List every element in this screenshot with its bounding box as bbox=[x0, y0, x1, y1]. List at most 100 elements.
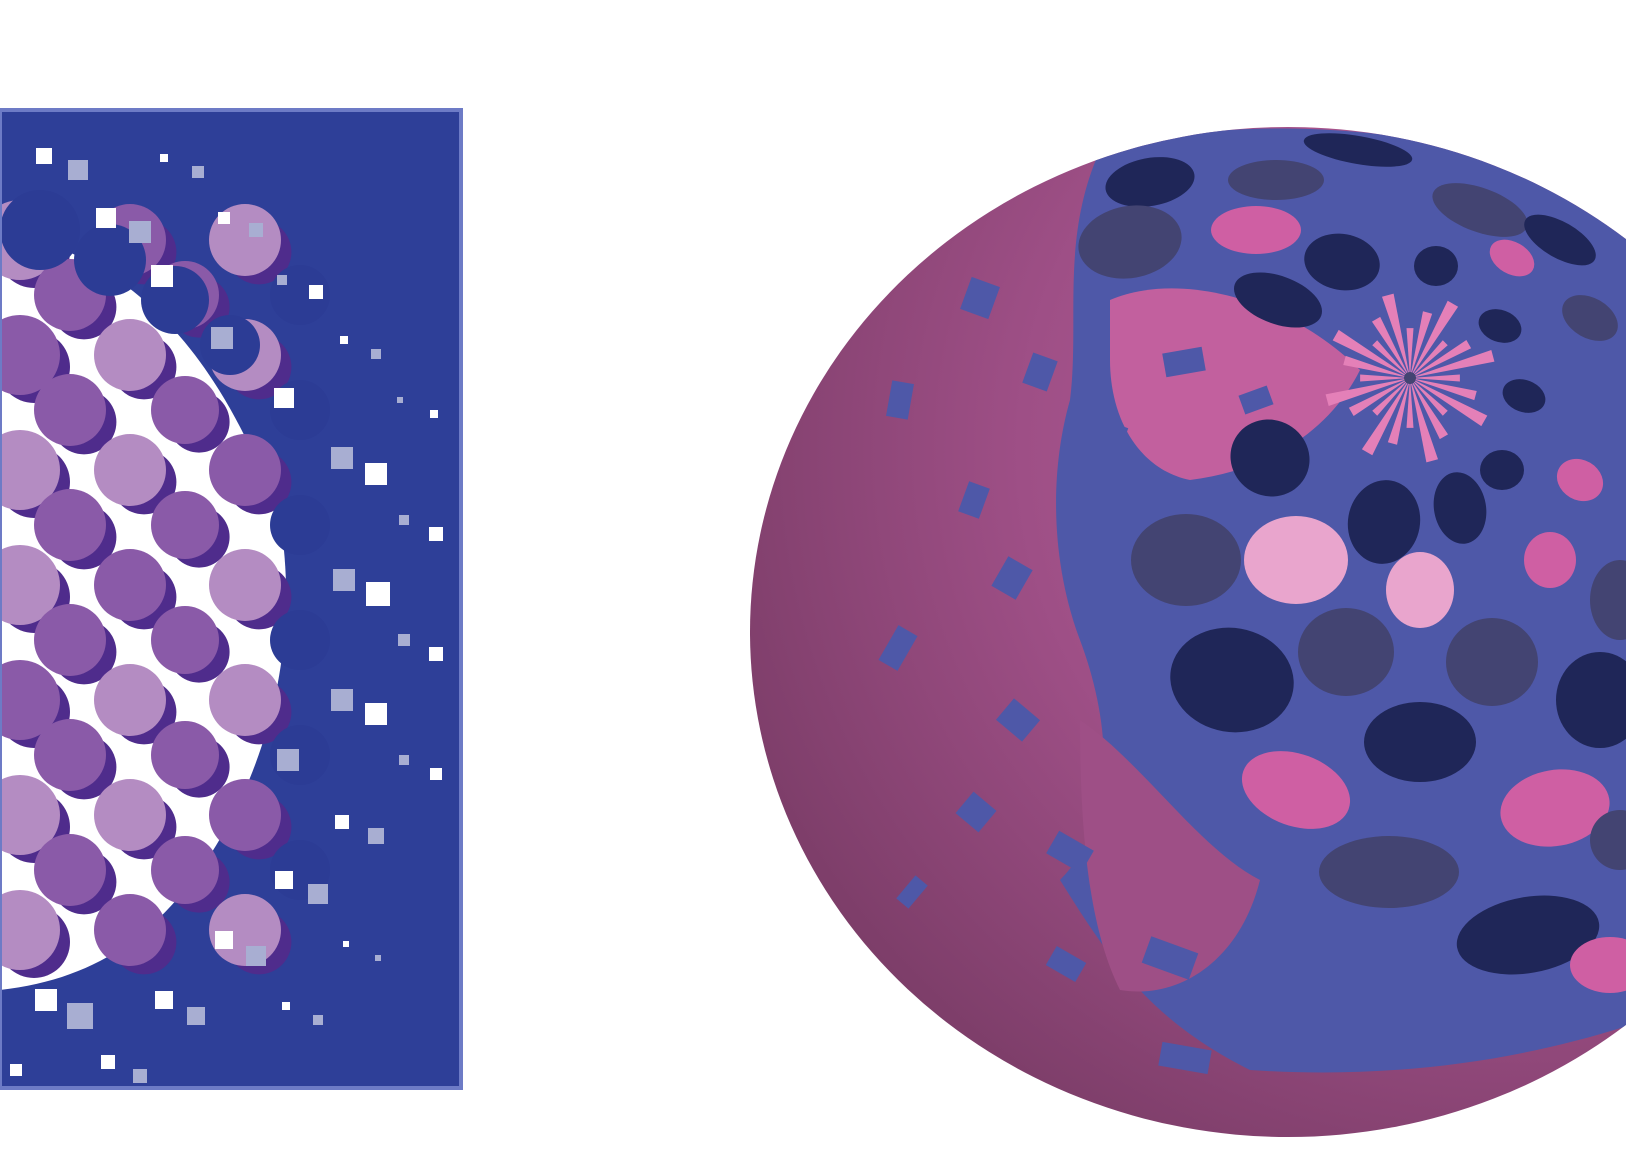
sphere-ray bbox=[1410, 311, 1433, 378]
halftone-dot bbox=[151, 376, 219, 444]
halftone-square bbox=[365, 703, 387, 725]
sphere-spot bbox=[1590, 810, 1626, 870]
halftone-square bbox=[101, 1055, 115, 1069]
sphere-ray bbox=[1343, 355, 1410, 378]
halftone-square bbox=[398, 634, 410, 646]
halftone-square bbox=[313, 1015, 323, 1025]
sphere-ray bbox=[1410, 340, 1448, 378]
halftone-dot bbox=[34, 489, 106, 561]
sphere-spot bbox=[1500, 769, 1610, 847]
sphere-spot bbox=[1456, 895, 1600, 975]
halftone-square bbox=[151, 265, 173, 287]
halftone-dot bbox=[270, 610, 330, 670]
halftone-square bbox=[67, 1003, 93, 1029]
halftone-square bbox=[368, 828, 384, 844]
halftone-dot bbox=[74, 224, 146, 296]
sphere-dash bbox=[1162, 346, 1206, 378]
halftone-square bbox=[277, 275, 287, 285]
sphere-ray bbox=[1325, 378, 1410, 407]
sphere-ray bbox=[1410, 378, 1439, 463]
sphere-dash bbox=[1087, 417, 1129, 463]
halftone-square bbox=[35, 989, 57, 1011]
halftone-dot bbox=[94, 664, 166, 736]
sphere-dash bbox=[1238, 385, 1274, 415]
sphere-spot bbox=[1347, 480, 1421, 564]
sphere-spot bbox=[1170, 627, 1294, 733]
halftone-square bbox=[274, 388, 294, 408]
sphere-pink-patch bbox=[1080, 720, 1260, 992]
halftone-dot bbox=[94, 779, 166, 851]
sphere-dash bbox=[896, 875, 928, 909]
halftone-square bbox=[133, 1069, 147, 1083]
sphere-ray bbox=[1348, 378, 1410, 417]
sphere-dash bbox=[960, 276, 1000, 320]
sphere-ray bbox=[1410, 349, 1495, 378]
halftone-square bbox=[275, 871, 293, 889]
halftone-dot bbox=[209, 434, 281, 506]
halftone-square bbox=[430, 768, 442, 780]
sphere-ray bbox=[1332, 329, 1410, 378]
sphere-ray bbox=[1406, 328, 1414, 378]
halftone-dot bbox=[209, 894, 281, 966]
sphere-ray bbox=[1371, 316, 1410, 378]
sphere-spot bbox=[1570, 937, 1626, 993]
halftone-dot bbox=[0, 890, 60, 970]
sphere-dash bbox=[1275, 1039, 1325, 1061]
halftone-square bbox=[429, 647, 443, 661]
halftone-square bbox=[375, 955, 381, 961]
sphere-ray bbox=[1410, 378, 1449, 440]
halftone-dot bbox=[151, 491, 219, 559]
halftone-panel bbox=[0, 108, 463, 1090]
sphere-ray bbox=[1406, 378, 1414, 428]
halftone-dot bbox=[270, 495, 330, 555]
sphere-dash bbox=[1045, 945, 1087, 983]
halftone-square bbox=[218, 212, 230, 224]
halftone-square bbox=[333, 569, 355, 591]
halftone-dot bbox=[94, 434, 166, 506]
halftone-square bbox=[335, 815, 349, 829]
sphere-dash bbox=[1141, 936, 1199, 980]
halftone-square bbox=[331, 447, 353, 469]
halftone-square bbox=[277, 749, 299, 771]
sphere-dash bbox=[991, 556, 1033, 600]
halftone-dot bbox=[34, 374, 106, 446]
sphere-ray bbox=[1361, 378, 1410, 456]
halftone-dot bbox=[0, 315, 60, 395]
sphere-spot bbox=[1556, 652, 1626, 748]
sphere-spot bbox=[1433, 472, 1487, 544]
halftone-square bbox=[365, 463, 387, 485]
halftone-square bbox=[309, 285, 323, 299]
halftone-square bbox=[282, 1002, 290, 1010]
sphere-dash bbox=[1158, 1041, 1212, 1075]
halftone-dot bbox=[34, 834, 106, 906]
sphere-spot bbox=[1489, 239, 1535, 277]
halftone-square bbox=[366, 582, 390, 606]
halftone-square bbox=[399, 755, 409, 765]
halftone-square bbox=[129, 221, 151, 243]
sphere-spot bbox=[1319, 836, 1459, 908]
sphere-spot bbox=[1211, 206, 1301, 254]
sphere-spot bbox=[1478, 309, 1522, 343]
halftone-square bbox=[343, 941, 349, 947]
halftone-square bbox=[246, 946, 266, 966]
sphere-ray bbox=[1410, 378, 1488, 427]
sphere-spot bbox=[1524, 214, 1596, 266]
sphere-spot bbox=[1556, 458, 1604, 502]
halftone-square bbox=[371, 349, 381, 359]
halftone-dot bbox=[209, 664, 281, 736]
sphere-dash bbox=[1022, 352, 1058, 392]
sphere-spot bbox=[1303, 133, 1413, 167]
sphere-spot bbox=[1241, 751, 1351, 829]
halftone-dot bbox=[0, 660, 60, 740]
halftone-dot bbox=[0, 775, 60, 855]
halftone-dot bbox=[209, 779, 281, 851]
sphere-spot bbox=[1244, 516, 1348, 604]
halftone-dot bbox=[151, 606, 219, 674]
sphere-spot bbox=[1414, 246, 1458, 286]
sphere-ray bbox=[1372, 340, 1410, 378]
halftone-square bbox=[155, 991, 173, 1009]
sphere-dash bbox=[958, 481, 990, 519]
halftone-square bbox=[187, 1007, 205, 1025]
